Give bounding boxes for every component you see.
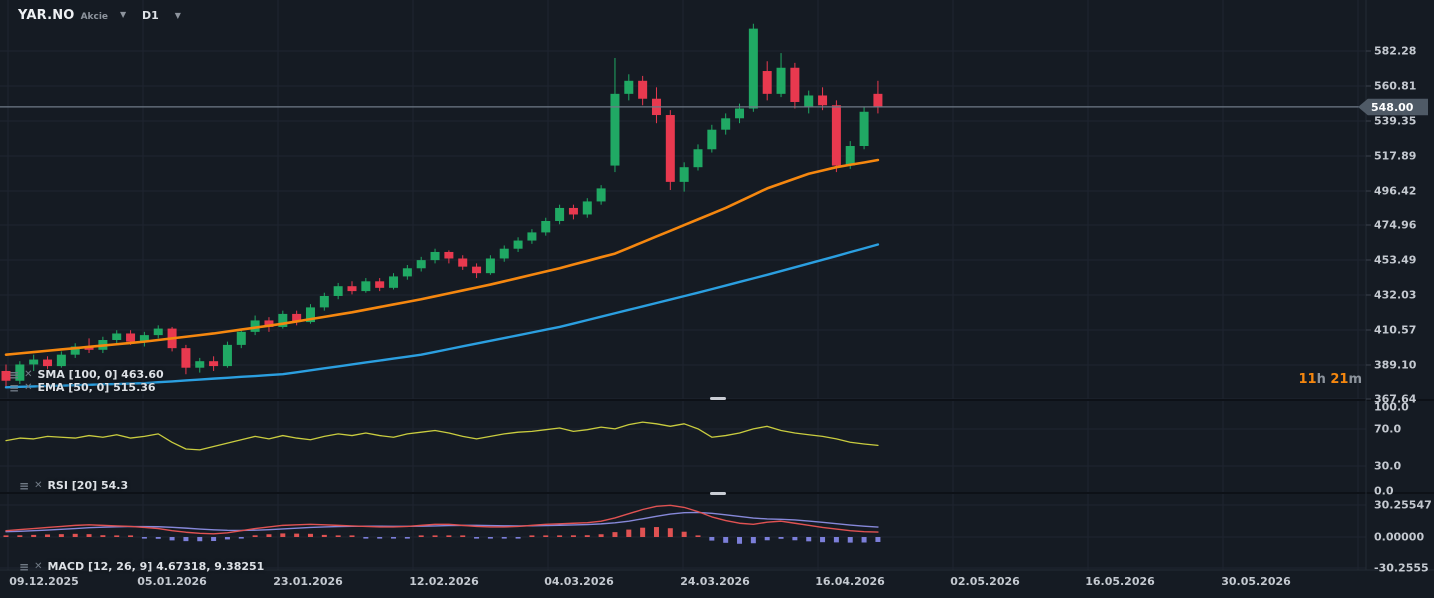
price-tick-label: 389.10 (1374, 358, 1417, 372)
rsi-legend-label: RSI [20] 54.3 (47, 479, 129, 492)
indicator-close-icon[interactable]: ✕ (34, 479, 43, 491)
price-tick-label: 560.81 (1374, 79, 1417, 93)
price-tick-label: 496.42 (1374, 184, 1417, 198)
pane-resize-handle[interactable] (710, 397, 726, 400)
macd-tick-label: 30.25547 (1374, 498, 1432, 512)
ema-legend-label: EMA [50, 0] 515.36 (37, 381, 156, 394)
timeframe-label: D1 (142, 9, 159, 22)
indicator-menu-icon[interactable]: ≡ (9, 367, 20, 382)
rsi-legend: ≡ ✕ RSI [20] 54.3 (19, 479, 128, 492)
price-tick-label: 517.89 (1374, 149, 1417, 163)
macd-legend: ≡ ✕ MACD [12, 26, 9] 4.67318, 9.38251 (19, 560, 264, 573)
indicator-close-icon[interactable]: ✕ (34, 560, 43, 572)
date-tick-label: 09.12.2025 (9, 575, 79, 588)
instrument-type-label: Akcie (80, 12, 109, 22)
date-tick-label: 23.01.2026 (273, 575, 343, 588)
indicator-menu-icon[interactable]: ≡ (9, 380, 20, 395)
sma-legend: ≡ ✕ SMA [100, 0] 463.60 (9, 368, 164, 381)
date-tick-label: 16.05.2026 (1085, 575, 1155, 588)
price-tick-label: 582.28 (1374, 44, 1417, 58)
price-tick-label: 539.35 (1374, 114, 1417, 128)
date-tick-label: 02.05.2026 (950, 575, 1020, 588)
date-tick-label: 16.04.2026 (815, 575, 885, 588)
sma-legend-label: SMA [100, 0] 463.60 (37, 368, 164, 381)
countdown-minutes: 21 (1330, 372, 1349, 387)
macd-legend-label: MACD [12, 26, 9] 4.67318, 9.38251 (47, 560, 265, 573)
macd-tick-label: -30.2555 (1374, 561, 1429, 575)
symbol-selector[interactable]: YAR.NO Akcie ▼ (18, 8, 126, 23)
timeframe-selector[interactable]: D1 ▼ (142, 9, 181, 22)
date-tick-label: 05.01.2026 (137, 575, 207, 588)
rsi-tick-label: 70.0 (1374, 422, 1402, 436)
price-tick-label: 432.03 (1374, 288, 1417, 302)
pane-resize-handle[interactable] (710, 492, 726, 495)
price-tick-label: 410.57 (1374, 323, 1417, 337)
date-tick-label: 04.03.2026 (544, 575, 614, 588)
price-tick-label: 453.49 (1374, 253, 1417, 267)
indicator-menu-icon[interactable]: ≡ (19, 559, 30, 574)
rsi-tick-label: 30.0 (1374, 459, 1402, 473)
macd-tick-label: 0.00000 (1374, 530, 1425, 544)
indicator-close-icon[interactable]: ✕ (24, 368, 33, 380)
rsi-tick-label: 0.0 (1374, 484, 1394, 498)
last-price-tag: 548.00 (1358, 98, 1428, 116)
indicator-menu-icon[interactable]: ≡ (19, 478, 30, 493)
indicator-close-icon[interactable]: ✕ (24, 381, 33, 393)
date-tick-label: 30.05.2026 (1221, 575, 1291, 588)
rsi-tick-label: 100.0 (1374, 400, 1409, 414)
symbol-name: YAR.NO (18, 8, 75, 23)
chart-header: YAR.NO Akcie ▼ D1 ▼ (0, 0, 1434, 34)
date-tick-label: 12.02.2026 (409, 575, 479, 588)
chevron-down-icon: ▼ (174, 11, 181, 20)
chevron-down-icon: ▼ (120, 10, 127, 19)
bar-close-countdown: 11h 21m (1298, 372, 1362, 387)
ema-legend: ≡ ✕ EMA [50, 0] 515.36 (9, 381, 156, 394)
price-tick-label: 474.96 (1374, 218, 1417, 232)
countdown-hours: 11 (1298, 372, 1317, 387)
date-tick-label: 24.03.2026 (680, 575, 750, 588)
price-tick-label: 367.64 (1374, 392, 1417, 406)
